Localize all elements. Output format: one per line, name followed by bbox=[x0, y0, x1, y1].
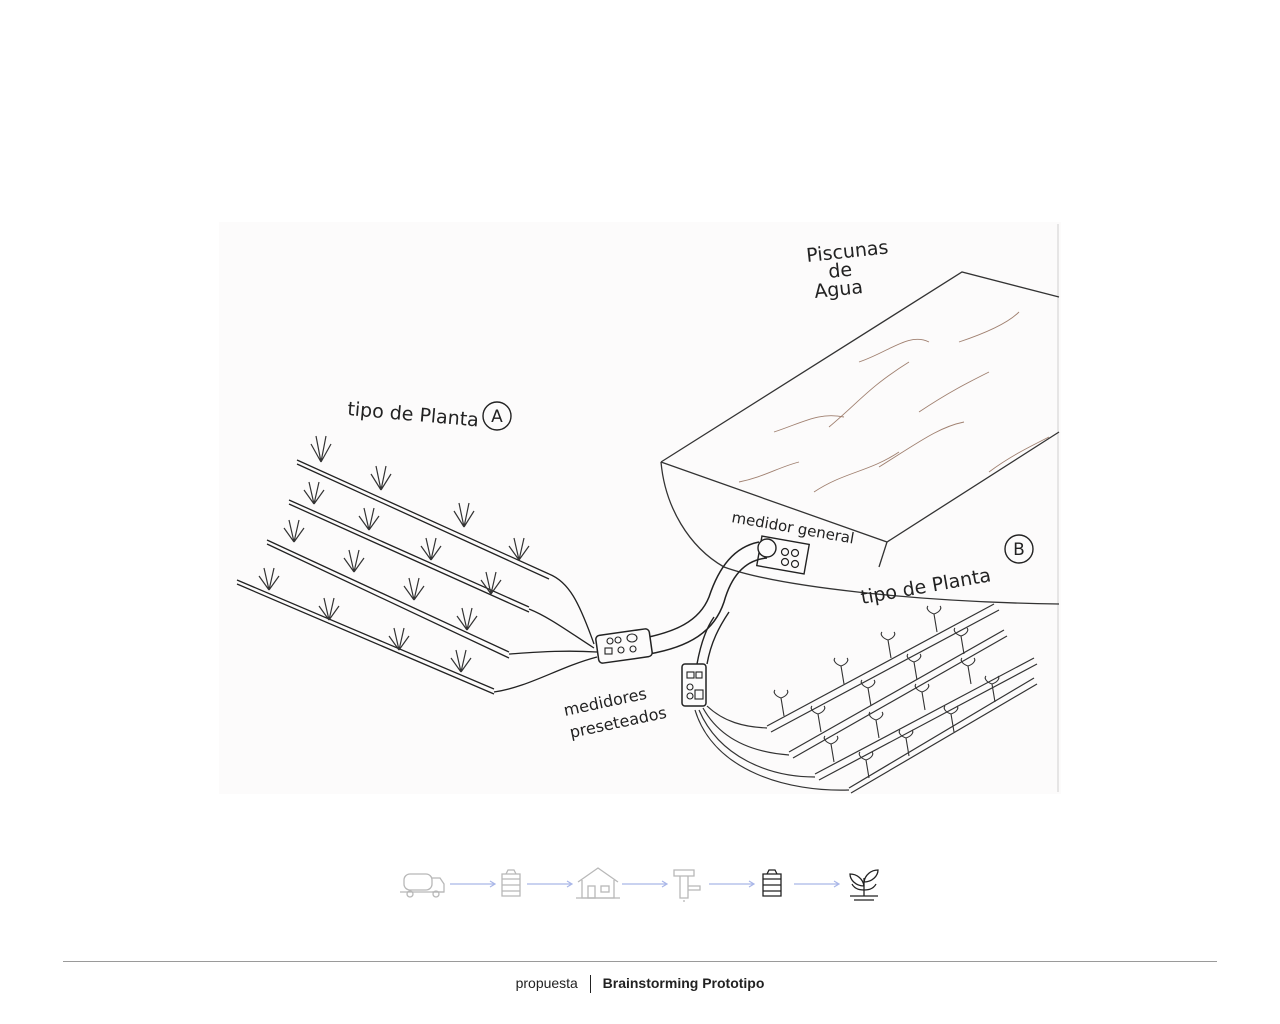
water-tank-icon bbox=[762, 869, 782, 897]
plant-rows-b bbox=[694, 603, 1038, 794]
water-tank-icon bbox=[501, 869, 521, 897]
truck-icon bbox=[400, 873, 445, 898]
flow-arrow-5 bbox=[794, 880, 841, 888]
preset-meter-a bbox=[595, 628, 653, 664]
footer-separator bbox=[589, 975, 591, 994]
plants-a bbox=[258, 435, 530, 673]
flow-arrow-3 bbox=[622, 880, 669, 888]
house-icon bbox=[576, 867, 620, 899]
footer-title: Brainstorming Prototipo bbox=[602, 975, 765, 991]
prototype-sketch: Piscunas de Agua medidor general bbox=[219, 222, 1061, 794]
flow-arrows bbox=[450, 880, 841, 888]
plant-b-marker: B bbox=[1013, 540, 1025, 560]
preset-meter-b bbox=[681, 663, 707, 707]
footer-section: propuesta bbox=[515, 975, 578, 991]
sketch-paper bbox=[219, 222, 1061, 794]
plant-icon bbox=[849, 869, 879, 901]
plant-a-marker: A bbox=[491, 407, 503, 427]
plant-a-marker-circle bbox=[482, 401, 512, 431]
plant-b-marker-circle bbox=[1004, 534, 1034, 564]
water-pool bbox=[660, 271, 1060, 605]
water-filter-icon bbox=[673, 869, 701, 902]
branch-pipe-b-outer bbox=[706, 611, 730, 665]
flow-arrow-2 bbox=[527, 880, 574, 888]
general-meter bbox=[755, 535, 811, 575]
pool-label-line-3: Agua bbox=[813, 276, 864, 303]
branch-pipe-b bbox=[696, 616, 715, 665]
pool-label-line-2: de bbox=[827, 259, 853, 283]
water-waves bbox=[738, 311, 1050, 493]
main-pipe bbox=[643, 541, 768, 655]
plant-rows-a bbox=[236, 459, 598, 695]
flow-arrow-1 bbox=[450, 880, 497, 888]
general-meter-dial bbox=[757, 538, 777, 558]
flow-arrow-4 bbox=[709, 880, 756, 888]
process-flow bbox=[400, 867, 879, 902]
footer-divider bbox=[63, 961, 1217, 962]
footer: propuesta Brainstorming Prototipo bbox=[0, 975, 1280, 994]
plants-b bbox=[773, 605, 1000, 779]
